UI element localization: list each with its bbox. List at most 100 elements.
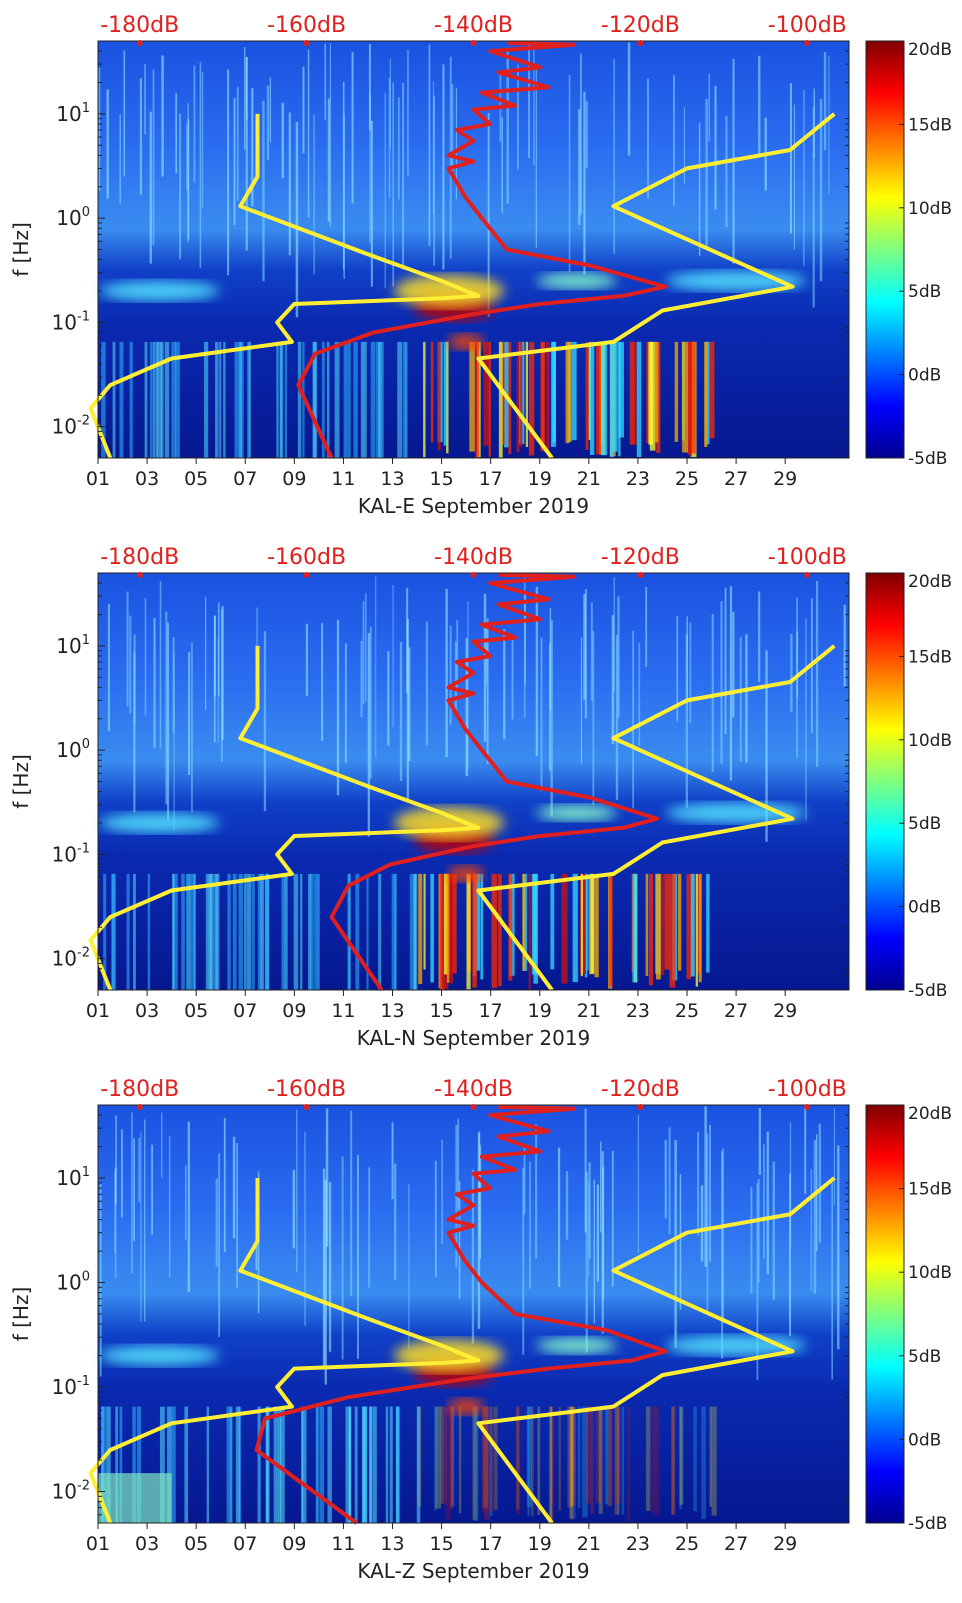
low-frequency-band [260,873,264,990]
series-line [329,572,660,992]
low-frequency-band [525,341,529,447]
low-frequency-band [175,341,180,458]
low-frequency-band [157,341,162,458]
x-tick-label: 09 [282,1000,306,1022]
low-frequency-band [366,873,369,990]
y-axis-label: f [Hz] [9,222,33,277]
low-frequency-band [498,873,502,987]
low-frequency-band [132,873,136,990]
x-tick-label: 11 [331,1533,355,1555]
x-tick-label: 13 [380,1000,404,1022]
x-tick-label: 09 [282,1533,306,1555]
microseism-peak [99,280,220,301]
low-frequency-band [327,1406,332,1523]
low-frequency-band [648,873,654,986]
low-frequency-band [527,1406,530,1516]
colorbar-tick-label: 5dB [908,814,941,834]
low-frequency-band [381,341,384,458]
colorbar [865,572,905,991]
low-frequency-band [672,1406,676,1515]
low-frequency-band [656,873,661,980]
low-frequency-band [698,873,702,983]
low-frequency-band [650,1406,655,1512]
spectrogram-panel: 01 03 05 07 09 11 13 15 17 19 21 23 25 27 29 KAL-N Sept… [9,545,952,1050]
low-frequency-band [301,1406,307,1523]
low-frequency-band [449,1406,454,1510]
low-frequency-band [595,1406,602,1504]
low-frequency-band [677,873,682,971]
low-frequency-band [252,873,255,990]
x-tick-label: 09 [282,468,306,490]
low-frequency-band [355,873,360,990]
low-frequency-band [645,873,649,976]
low-frequency-band [690,341,696,454]
low-frequency-band [439,873,445,990]
low-frequency-band [101,1406,107,1523]
colorbar-tick-label: 10dB [908,199,952,219]
low-frequency-band [530,1406,534,1516]
colorbar-tick-label: 15dB [908,1180,952,1200]
low-frequency-band [347,341,351,458]
low-frequency-band [266,1406,270,1523]
y-tick-label: 10-1 [52,309,90,334]
low-frequency-band [239,341,244,458]
low-frequency-band [257,873,262,990]
low-frequency-band [378,873,382,990]
x-tick-label: 01 [86,468,110,490]
x-tick-label: 27 [724,1000,748,1022]
low-frequency-band [491,873,498,988]
low-frequency-band [711,1406,717,1516]
low-frequency-band [319,1406,325,1523]
low-frequency-band [549,1406,555,1522]
low-frequency-band [590,1406,594,1514]
microseism-peak [536,1337,617,1354]
low-frequency-band [614,1406,618,1515]
low-frequency-band [423,341,426,458]
low-frequency-band [363,341,367,458]
low-frequency-band [360,341,364,458]
low-frequency-band [541,341,546,445]
low-frequency-band [483,341,489,446]
series-line [88,645,481,991]
top-axis-tick-label: -120dB [601,545,680,570]
low-frequency-band [686,873,691,980]
low-frequency-band [300,873,303,990]
y-tick-label: 100 [56,205,90,230]
low-frequency-band [636,341,642,457]
low-frequency-band [516,341,520,453]
low-frequency-band [136,1406,142,1523]
x-tick-label: 29 [773,1000,797,1022]
low-frequency-band [445,1406,451,1520]
x-tick-label: 03 [135,468,159,490]
low-frequency-band [594,873,599,978]
colorbar-tick-label: 0dB [908,1430,941,1450]
low-frequency-band [671,1406,675,1515]
low-frequency-band [440,1406,444,1504]
top-axis-tick [470,572,477,578]
low-frequency-band [369,1406,373,1523]
colorbar-tick-label: 10dB [908,731,952,751]
x-tick-label: 23 [626,468,650,490]
x-tick-label: 11 [331,1000,355,1022]
colorbar-tick-label: 20dB [908,1104,952,1124]
low-frequency-band [626,1406,631,1522]
top-axis-tick-label: -180dB [100,13,179,38]
top-axis-tick-label: -180dB [100,1077,179,1102]
low-frequency-band [615,1406,621,1504]
spectrogram-panel: 01 03 05 07 09 11 13 15 17 19 21 23 25 27 29 KAL-Z Sept… [9,1077,952,1583]
low-frequency-band [565,341,570,444]
low-frequency-band [451,873,457,974]
low-frequency-band [588,341,592,441]
low-frequency-band [385,1406,389,1523]
low-frequency-band [115,1406,118,1523]
low-frequency-band [682,341,688,453]
colorbar [865,1104,905,1524]
low-frequency-band [171,1406,176,1523]
low-frequency-band [238,873,244,990]
top-axis-tick-label: -120dB [601,13,680,38]
low-frequency-band [472,873,477,988]
low-frequency-band [443,873,448,975]
colorbar-tick-label: -5dB [908,449,947,469]
microseism-peak [536,272,617,289]
low-frequency-band [598,1406,603,1514]
